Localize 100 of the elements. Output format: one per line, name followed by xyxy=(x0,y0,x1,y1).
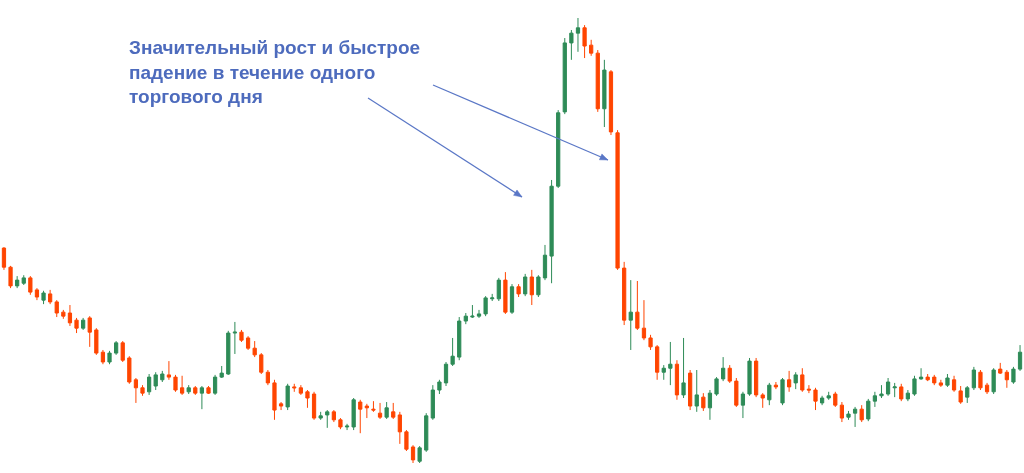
candlestick xyxy=(351,397,356,431)
candlestick xyxy=(833,391,838,408)
candlestick xyxy=(516,283,521,298)
candlestick xyxy=(734,377,739,408)
candlestick xyxy=(595,49,600,113)
candlestick xyxy=(404,429,409,452)
candlestick xyxy=(918,367,924,381)
candlestick xyxy=(94,327,99,356)
candlestick xyxy=(450,337,455,367)
candlestick xyxy=(549,179,554,284)
candlestick xyxy=(747,357,752,397)
candlestick xyxy=(206,385,211,395)
candlestick xyxy=(509,283,515,315)
candlestick xyxy=(34,287,40,301)
candlestick xyxy=(226,330,231,376)
candlestick xyxy=(562,37,567,115)
candlestick xyxy=(15,275,20,289)
candlestick xyxy=(67,304,73,327)
candlestick xyxy=(787,370,792,393)
candlestick xyxy=(1011,366,1016,385)
candlestick xyxy=(892,382,897,398)
candlestick xyxy=(437,379,442,395)
candlestick xyxy=(298,384,303,396)
candlestick xyxy=(358,399,363,434)
candlestick xyxy=(278,401,284,411)
candlestick xyxy=(754,357,759,398)
candlestick xyxy=(1017,344,1023,372)
candlestick xyxy=(971,366,976,391)
candlestick xyxy=(457,316,462,361)
candlestick xyxy=(463,312,468,325)
candlestick xyxy=(648,334,653,351)
candlestick xyxy=(48,289,53,305)
candlestick xyxy=(173,374,178,393)
candlestick xyxy=(800,367,805,393)
candlestick xyxy=(1,246,7,271)
candlestick xyxy=(872,391,877,408)
candlestick xyxy=(193,385,198,396)
candlestick xyxy=(694,369,699,413)
candlestick xyxy=(160,370,165,383)
candlestick xyxy=(628,279,633,351)
candlestick xyxy=(371,400,376,413)
candlestick xyxy=(938,379,943,388)
candlestick xyxy=(846,410,851,421)
candlestick xyxy=(147,373,152,396)
candlestick xyxy=(331,409,336,423)
candlestick xyxy=(443,361,449,387)
candlestick xyxy=(674,359,680,401)
candlestick xyxy=(978,369,983,391)
candlestick xyxy=(641,299,647,341)
candlestick xyxy=(140,384,145,397)
candlestick xyxy=(925,373,930,382)
candlestick xyxy=(74,317,79,334)
candlestick xyxy=(740,391,746,419)
candlestick xyxy=(879,384,884,399)
candlestick xyxy=(483,295,488,317)
candlestick xyxy=(852,406,858,428)
candlestick xyxy=(120,340,125,363)
candlestick xyxy=(107,350,112,365)
candlestick xyxy=(945,373,950,388)
candlestick xyxy=(61,309,66,320)
candlestick xyxy=(265,369,270,386)
candlestick xyxy=(54,299,59,318)
candlestick xyxy=(859,404,864,423)
candlestick xyxy=(681,337,686,399)
candlestick xyxy=(417,445,422,463)
candlestick xyxy=(8,265,13,289)
candlestick xyxy=(866,398,871,422)
candlestick xyxy=(153,371,158,391)
candlestick xyxy=(305,389,310,409)
candlestick xyxy=(905,389,910,402)
candlestick xyxy=(951,375,957,393)
candlestick xyxy=(1004,369,1009,389)
candlestick xyxy=(780,377,785,406)
candlestick xyxy=(476,309,482,319)
candlestick xyxy=(542,244,548,281)
candlestick xyxy=(252,340,257,358)
candlestick xyxy=(688,369,693,411)
candlestick xyxy=(569,29,574,61)
candlestick xyxy=(272,379,277,421)
candlestick xyxy=(536,274,541,298)
candlestick xyxy=(622,261,627,326)
candlestick xyxy=(179,375,185,396)
candlestick xyxy=(212,374,218,396)
candlestick xyxy=(608,69,614,136)
annotation: Значительный рост и быстрое падение в течение одного торгового дня xyxy=(129,37,421,108)
candlestick xyxy=(707,389,713,421)
candlestick xyxy=(391,402,396,420)
candlestick xyxy=(292,383,297,393)
candlestick xyxy=(410,444,416,463)
candlestick xyxy=(186,384,191,395)
candlestick xyxy=(556,109,561,189)
candlestick xyxy=(430,384,435,421)
candlestick xyxy=(199,385,205,410)
candlestick xyxy=(727,364,732,384)
candlestick xyxy=(826,391,831,401)
candlestick xyxy=(767,382,772,406)
candlestick xyxy=(496,277,501,302)
candlestick xyxy=(661,364,666,381)
candlestick xyxy=(87,315,92,348)
candlestick xyxy=(219,365,224,379)
